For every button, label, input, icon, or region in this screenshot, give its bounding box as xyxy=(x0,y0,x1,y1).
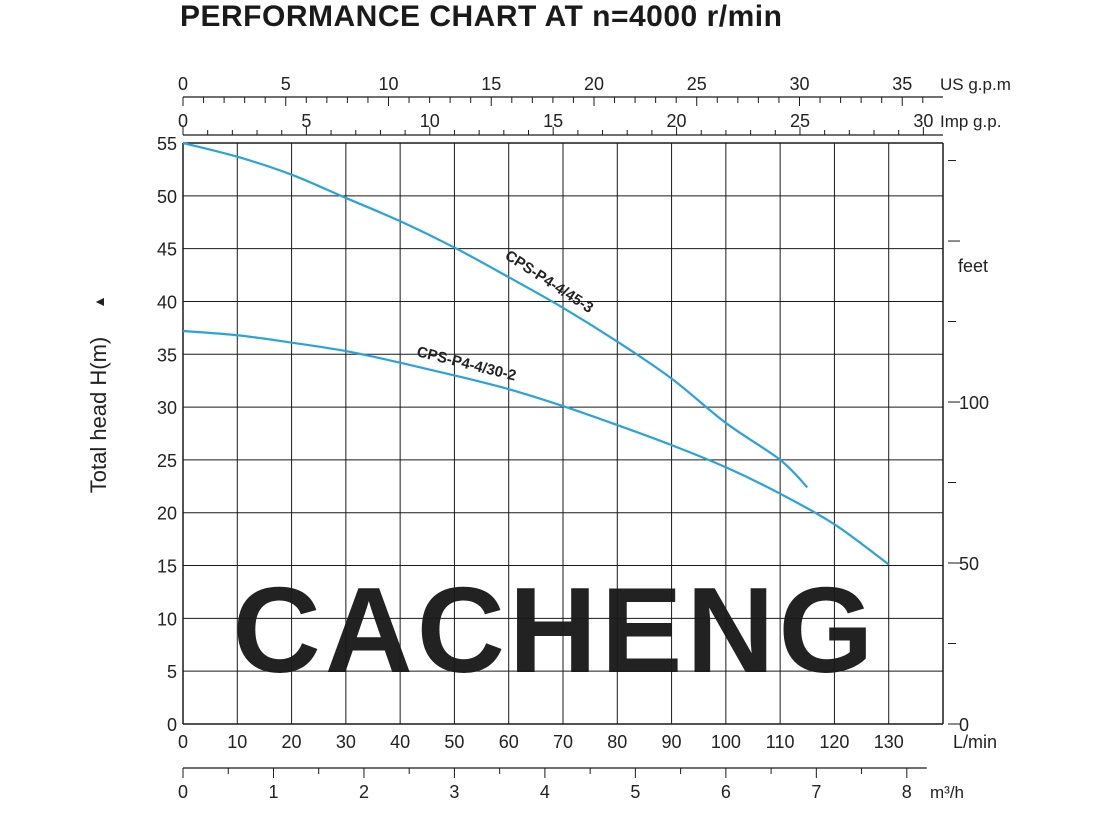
series xyxy=(182,141,890,566)
impgp-unit-label: Imp g.p. xyxy=(940,112,1001,131)
usgpm-tick-label: 35 xyxy=(892,74,912,94)
x-unit-label: L/min xyxy=(953,732,997,752)
y-tick-label: 35 xyxy=(157,345,177,365)
feet-tick-label: 50 xyxy=(959,554,979,574)
x-tick-label: 130 xyxy=(874,732,904,752)
m3h-tick-label: 0 xyxy=(178,782,188,802)
x-tick-label: 30 xyxy=(336,732,356,752)
usgpm-tick-label: 0 xyxy=(178,74,188,94)
m3h-tick-label: 1 xyxy=(268,782,278,802)
usgpm-tick-label: 10 xyxy=(378,74,398,94)
x-tick-label: 90 xyxy=(662,732,682,752)
y-tick-label: 55 xyxy=(157,134,177,154)
watermark: CACHENG xyxy=(233,562,878,698)
x-tick-label: 120 xyxy=(819,732,849,752)
y-axis-title: Total head H(m) xyxy=(86,337,111,494)
m3h-unit-label: m³/h xyxy=(930,783,964,802)
y-tick-label: 5 xyxy=(167,662,177,682)
y-tick-label: 30 xyxy=(157,398,177,418)
x-tick-label: 40 xyxy=(390,732,410,752)
impgp-tick-label: 30 xyxy=(913,111,933,131)
feet-tick-label: 0 xyxy=(959,715,969,735)
y-axis-marker: ▲ xyxy=(91,295,107,309)
y-tick-label: 25 xyxy=(157,451,177,471)
y-tick-label: 15 xyxy=(157,557,177,577)
usgpm-tick-label: 5 xyxy=(281,74,291,94)
y-tick-label: 20 xyxy=(157,504,177,524)
impgp-tick-label: 25 xyxy=(790,111,810,131)
feet-unit-label: feet xyxy=(958,256,988,276)
impgp-tick-label: 20 xyxy=(667,111,687,131)
y-tick-label: 0 xyxy=(167,715,177,735)
y-tick-label: 10 xyxy=(157,609,177,629)
m3h-tick-label: 6 xyxy=(721,782,731,802)
impgp-tick-label: 5 xyxy=(301,111,311,131)
m3h-tick-label: 7 xyxy=(811,782,821,802)
usgpm-unit-label: US g.p.m xyxy=(940,75,1011,94)
m3h-tick-label: 5 xyxy=(630,782,640,802)
series-line xyxy=(182,141,809,489)
feet-tick-label: 100 xyxy=(959,393,989,413)
impgp-tick-label: 10 xyxy=(420,111,440,131)
x-tick-label: 10 xyxy=(227,732,247,752)
x-tick-label: 100 xyxy=(711,732,741,752)
impgp-tick-label: 15 xyxy=(543,111,563,131)
m3h-tick-label: 8 xyxy=(902,782,912,802)
x-tick-label: 50 xyxy=(444,732,464,752)
watermark-text: CACHENG xyxy=(233,562,878,698)
x-tick-label: 70 xyxy=(553,732,573,752)
usgpm-tick-label: 25 xyxy=(687,74,707,94)
x-tick-label: 80 xyxy=(607,732,627,752)
y-tick-label: 40 xyxy=(157,292,177,312)
m3h-tick-label: 3 xyxy=(449,782,459,802)
series-line xyxy=(182,329,890,566)
usgpm-tick-label: 15 xyxy=(481,74,501,94)
x-tick-label: 110 xyxy=(766,732,795,752)
m3h-tick-label: 4 xyxy=(540,782,550,802)
chart-title: PERFORMANCE CHART AT n=4000 r/min xyxy=(180,0,783,33)
y-tick-label: 50 xyxy=(157,187,177,207)
impgp-tick-label: 0 xyxy=(178,111,188,131)
usgpm-tick-label: 20 xyxy=(584,74,604,94)
m3h-tick-label: 2 xyxy=(359,782,369,802)
usgpm-tick-label: 30 xyxy=(789,74,809,94)
x-tick-label: 20 xyxy=(282,732,302,752)
x-tick-label: 0 xyxy=(178,732,188,752)
y-tick-label: 45 xyxy=(157,240,177,260)
x-tick-label: 60 xyxy=(499,732,519,752)
